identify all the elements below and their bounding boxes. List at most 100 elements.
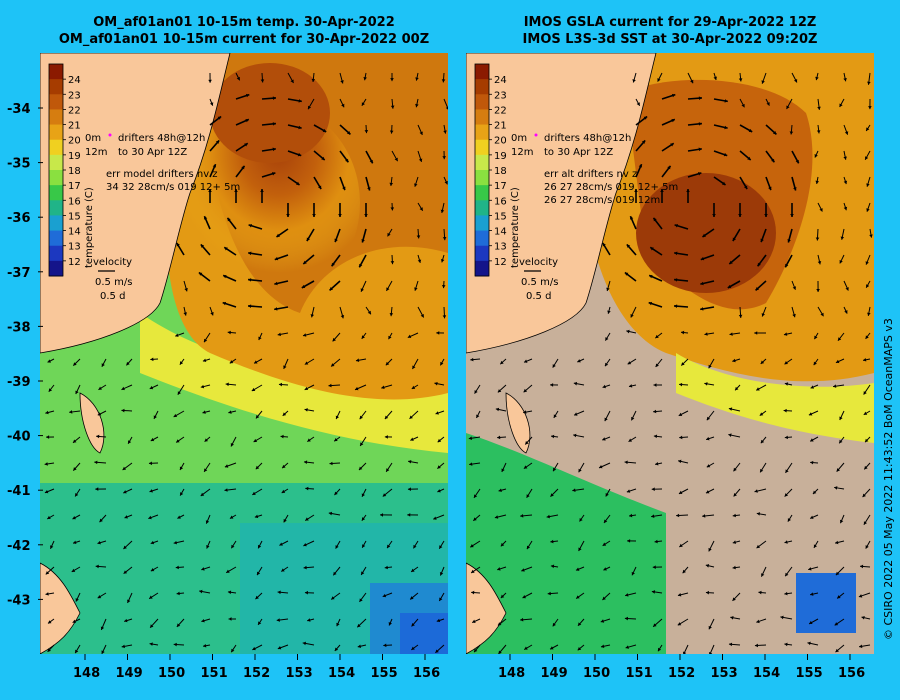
arrow-head <box>361 335 365 339</box>
arrow-head <box>173 540 178 545</box>
left-colorbar-label: temperature (C) <box>84 187 95 268</box>
arrow-head <box>792 286 797 290</box>
arrow-head <box>678 412 683 416</box>
arrow-head <box>526 494 530 498</box>
latitude-tick-label: -34 <box>7 102 31 117</box>
arrow-head <box>861 615 865 620</box>
arrow-head <box>474 648 478 653</box>
colorbar-swatch <box>475 79 489 95</box>
colorbar-tick-label: 13 <box>494 242 507 253</box>
arrow-head <box>653 434 658 439</box>
arrow-head <box>651 514 655 518</box>
arrow-head <box>784 361 788 365</box>
colorbar-swatch <box>475 260 489 277</box>
arrow-head <box>73 467 77 471</box>
arrow-head <box>655 461 659 466</box>
arrow-head <box>657 647 662 652</box>
arrow-head <box>810 438 814 442</box>
arrow-head <box>304 408 308 412</box>
longitude-tick-label: 156 <box>413 666 440 681</box>
arrow-head <box>760 360 765 364</box>
arrow-head <box>577 359 581 363</box>
arrow-head <box>47 648 51 652</box>
arrow-head <box>215 140 220 144</box>
right-map-title: IMOS GSLA current for 29-Apr-2022 12Z IM… <box>466 14 874 48</box>
colorbar-tick-label: 23 <box>68 90 81 101</box>
arrow-head <box>203 643 207 648</box>
arrow-head <box>204 468 208 472</box>
arrow-head <box>713 76 717 80</box>
arrow-head <box>296 181 300 185</box>
right-current-arrows <box>468 72 873 654</box>
arrow-head <box>75 649 79 654</box>
arrow-head <box>631 416 635 421</box>
arrow-head <box>297 152 302 157</box>
arrow-head <box>283 518 287 523</box>
right-legend-depth2: 12m <box>511 147 533 158</box>
arrow-head <box>126 361 130 366</box>
arrow-head <box>412 365 416 369</box>
arrow-head <box>183 312 187 316</box>
arrow-head <box>723 152 728 157</box>
arrow-head <box>390 105 395 109</box>
arrow-head <box>702 233 706 237</box>
arrow-head <box>390 78 394 82</box>
arrow-head <box>810 460 814 465</box>
arrow-head <box>276 618 280 622</box>
colorbar-swatch <box>49 215 63 232</box>
arrow-head <box>757 262 761 267</box>
arrow-head <box>328 511 333 516</box>
arrow-head <box>176 623 181 627</box>
arrow-head <box>355 358 360 362</box>
arrow-head <box>96 434 100 439</box>
arrow-head <box>150 437 155 442</box>
arrow-head <box>678 490 683 494</box>
arrow-head <box>756 544 761 549</box>
colorbar-tick-label: 18 <box>68 166 81 177</box>
arrow-head <box>761 80 765 84</box>
arrow-head <box>525 441 529 445</box>
arrow-head <box>228 617 232 621</box>
arrow-head <box>783 408 787 413</box>
arrow-head <box>272 147 276 152</box>
arrow-head <box>334 491 338 496</box>
arrow-head <box>322 128 327 132</box>
longitude-tick-label: 152 <box>668 666 695 681</box>
arrow-head <box>307 618 311 622</box>
arrow-head <box>381 385 385 390</box>
arrow-head <box>845 287 849 291</box>
arrow-head <box>787 518 791 522</box>
arrow-head <box>127 599 131 603</box>
arrow-head <box>498 650 502 654</box>
arrow-head <box>274 256 279 261</box>
arrow-head <box>307 438 311 442</box>
arrow-head <box>226 569 230 573</box>
arrow-head <box>789 131 794 135</box>
arrow-head <box>357 623 361 628</box>
arrow-head <box>98 386 102 390</box>
left-legend-depth2: 12m <box>85 147 107 158</box>
arrow-head <box>784 493 789 497</box>
colorbar-swatch <box>475 124 489 141</box>
arrow-head <box>476 414 480 418</box>
arrow-head <box>272 122 276 126</box>
arrow-head <box>758 590 762 595</box>
arrow-head <box>674 278 678 282</box>
colorbar-tick-label: 16 <box>68 196 81 207</box>
arrow-head <box>241 165 245 170</box>
arrow-head <box>97 412 102 416</box>
arrow-head <box>304 590 309 595</box>
arrow-head <box>599 464 603 469</box>
arrow-head <box>280 434 284 439</box>
arrow-head <box>150 357 154 362</box>
arrow-head <box>361 102 365 106</box>
right-title-line2: IMOS L3S-3d SST at 30-Apr-2022 09:20Z <box>522 32 818 47</box>
arrow-head <box>793 79 798 83</box>
arrow-head <box>281 568 285 572</box>
arrow-head <box>680 330 685 335</box>
arrow-head <box>551 434 555 439</box>
colorbar-tick-label: 15 <box>68 211 81 222</box>
arrow-head <box>732 540 737 544</box>
arrow-head <box>602 243 606 247</box>
arrow-head <box>150 568 155 572</box>
